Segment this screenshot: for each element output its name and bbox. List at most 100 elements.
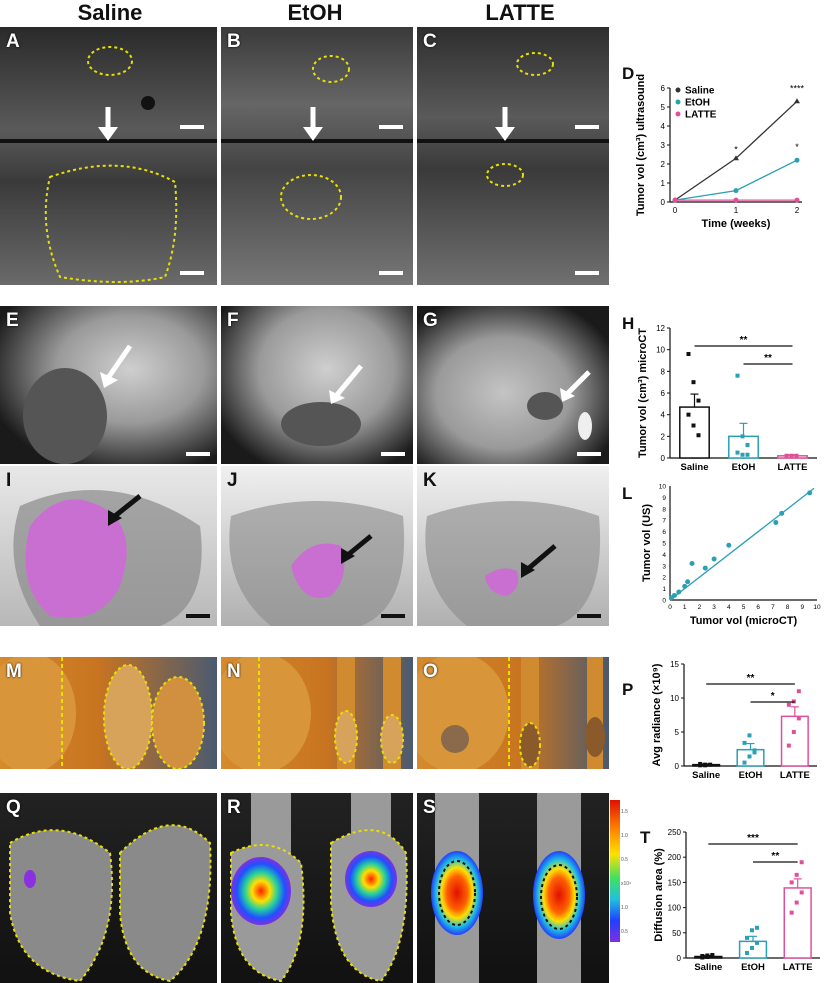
- data-point: [691, 423, 696, 428]
- data-point: [676, 589, 682, 595]
- panel-label-d: D: [622, 64, 635, 83]
- data-point: [742, 760, 747, 765]
- data-point: [789, 910, 794, 915]
- y-tick-label: 0: [661, 198, 666, 207]
- ultrasound-panel-c: C: [417, 27, 609, 285]
- panel-label-c: C: [423, 31, 437, 52]
- x-tick-label: EtOH: [732, 462, 756, 473]
- data-point: [747, 754, 752, 759]
- data-point: [686, 412, 691, 417]
- fit-line: [669, 487, 815, 601]
- ivis-panel-r: R: [221, 793, 413, 983]
- chart-l: 0 1 2 3 4 5 6 7 8 9 10 0 1 2 3 4 5 6 7 8 9 10 Tumor vol (micro…: [641, 484, 821, 628]
- panel-label-j: J: [227, 470, 238, 491]
- ivis-panel-s: S: [417, 793, 609, 983]
- y-tick-label: 250: [668, 828, 682, 837]
- ultrasound-panel-b: B: [221, 27, 413, 285]
- data-point: [807, 490, 813, 496]
- panel-label-o: O: [423, 661, 438, 682]
- y-tick-label: 4: [662, 552, 666, 559]
- data-point: [742, 740, 747, 745]
- legend-marker: [675, 99, 681, 105]
- colorbar-tick: 1.0: [621, 833, 628, 839]
- significance-label: **: [771, 851, 779, 862]
- data-point: [726, 542, 732, 548]
- significance-label: ***: [747, 833, 759, 844]
- x-tick-label: 3: [712, 604, 716, 611]
- y-axis-label: Tumor vol (US): [641, 504, 653, 582]
- legend-marker: [675, 87, 681, 93]
- ivis-panel-q: Q: [0, 793, 217, 983]
- y-tick-label: 10: [659, 484, 667, 491]
- significance-label: *: [795, 142, 799, 152]
- data-point: [710, 952, 715, 957]
- y-tick-label: 6: [661, 84, 666, 93]
- y-tick-label: 2: [661, 160, 666, 169]
- panel-label-q: Q: [6, 797, 21, 818]
- y-axis-label: Tumor vol (cm³) ultrasound: [635, 74, 647, 216]
- data-point: [733, 188, 739, 194]
- y-tick-label: 8: [662, 506, 666, 513]
- x-axis-label: Time (weeks): [702, 218, 771, 230]
- data-point: [733, 155, 739, 161]
- y-tick-label: 3: [661, 141, 666, 150]
- data-point: [794, 197, 800, 203]
- data-point: [750, 928, 754, 933]
- data-point: [745, 950, 749, 955]
- column-title-etoh: EtOH: [287, 0, 343, 25]
- y-tick-label: 4: [661, 411, 666, 420]
- photo-panel-n: N: [221, 657, 413, 769]
- data-point: [700, 953, 705, 958]
- y-tick-label: 12: [656, 324, 665, 333]
- x-tick-label: 2: [795, 206, 800, 215]
- y-tick-label: 3: [662, 563, 666, 570]
- data-point: [755, 925, 759, 930]
- significance-label: **: [747, 673, 755, 684]
- ultrasound-panel-a: A: [0, 27, 217, 285]
- y-tick-label: 200: [668, 853, 682, 862]
- colorbar-tick: 0.5: [621, 929, 628, 935]
- data-point: [794, 872, 799, 877]
- y-tick-label: 1: [662, 586, 666, 593]
- data-point: [799, 890, 804, 895]
- data-point: [747, 733, 752, 738]
- data-point: [703, 763, 708, 768]
- y-tick-label: 6: [662, 529, 666, 536]
- data-point: [750, 945, 754, 950]
- column-title-latte: LATTE: [485, 0, 555, 25]
- panel-label-f: F: [227, 310, 239, 331]
- photo-panel-o: O: [417, 657, 609, 769]
- y-tick-label: 6: [661, 389, 666, 398]
- data-point: [789, 880, 794, 885]
- data-point: [711, 556, 717, 562]
- panel-label-b: B: [227, 31, 241, 52]
- data-point: [745, 452, 750, 457]
- data-point: [696, 433, 701, 438]
- y-tick-label: 100: [668, 904, 682, 913]
- data-point: [708, 762, 713, 767]
- legend-label: EtOH: [685, 98, 710, 109]
- series-line: [674, 159, 798, 201]
- y-tick-label: 0: [675, 762, 680, 771]
- data-point: [686, 352, 691, 356]
- y-tick-label: 7: [662, 518, 666, 525]
- data-point: [799, 860, 804, 865]
- column-title-saline: Saline: [77, 0, 143, 25]
- panel-label-h: H: [622, 314, 635, 333]
- data-point: [698, 761, 703, 766]
- panel-label-i: I: [6, 470, 12, 491]
- render-panel-j: J: [221, 466, 413, 626]
- chart-t: 0 50 100 150 200 250 Diffusion area (%) Saline E…: [653, 828, 820, 973]
- chart-h: 0 2 4 6 8 10 12 Tumor vol (cm³) microCT Saline Et…: [637, 324, 817, 473]
- y-tick-label: 5: [661, 103, 666, 112]
- significance-label: **: [740, 335, 748, 346]
- panel-label-s: S: [423, 797, 436, 818]
- y-tick-label: 9: [662, 495, 666, 502]
- data-point: [794, 157, 800, 163]
- x-tick-label: 7: [771, 604, 775, 611]
- bar: [780, 715, 809, 767]
- x-tick-label: 0: [668, 604, 672, 611]
- x-tick-label: 10: [813, 604, 821, 611]
- data-point: [745, 935, 749, 940]
- data-point: [755, 940, 759, 945]
